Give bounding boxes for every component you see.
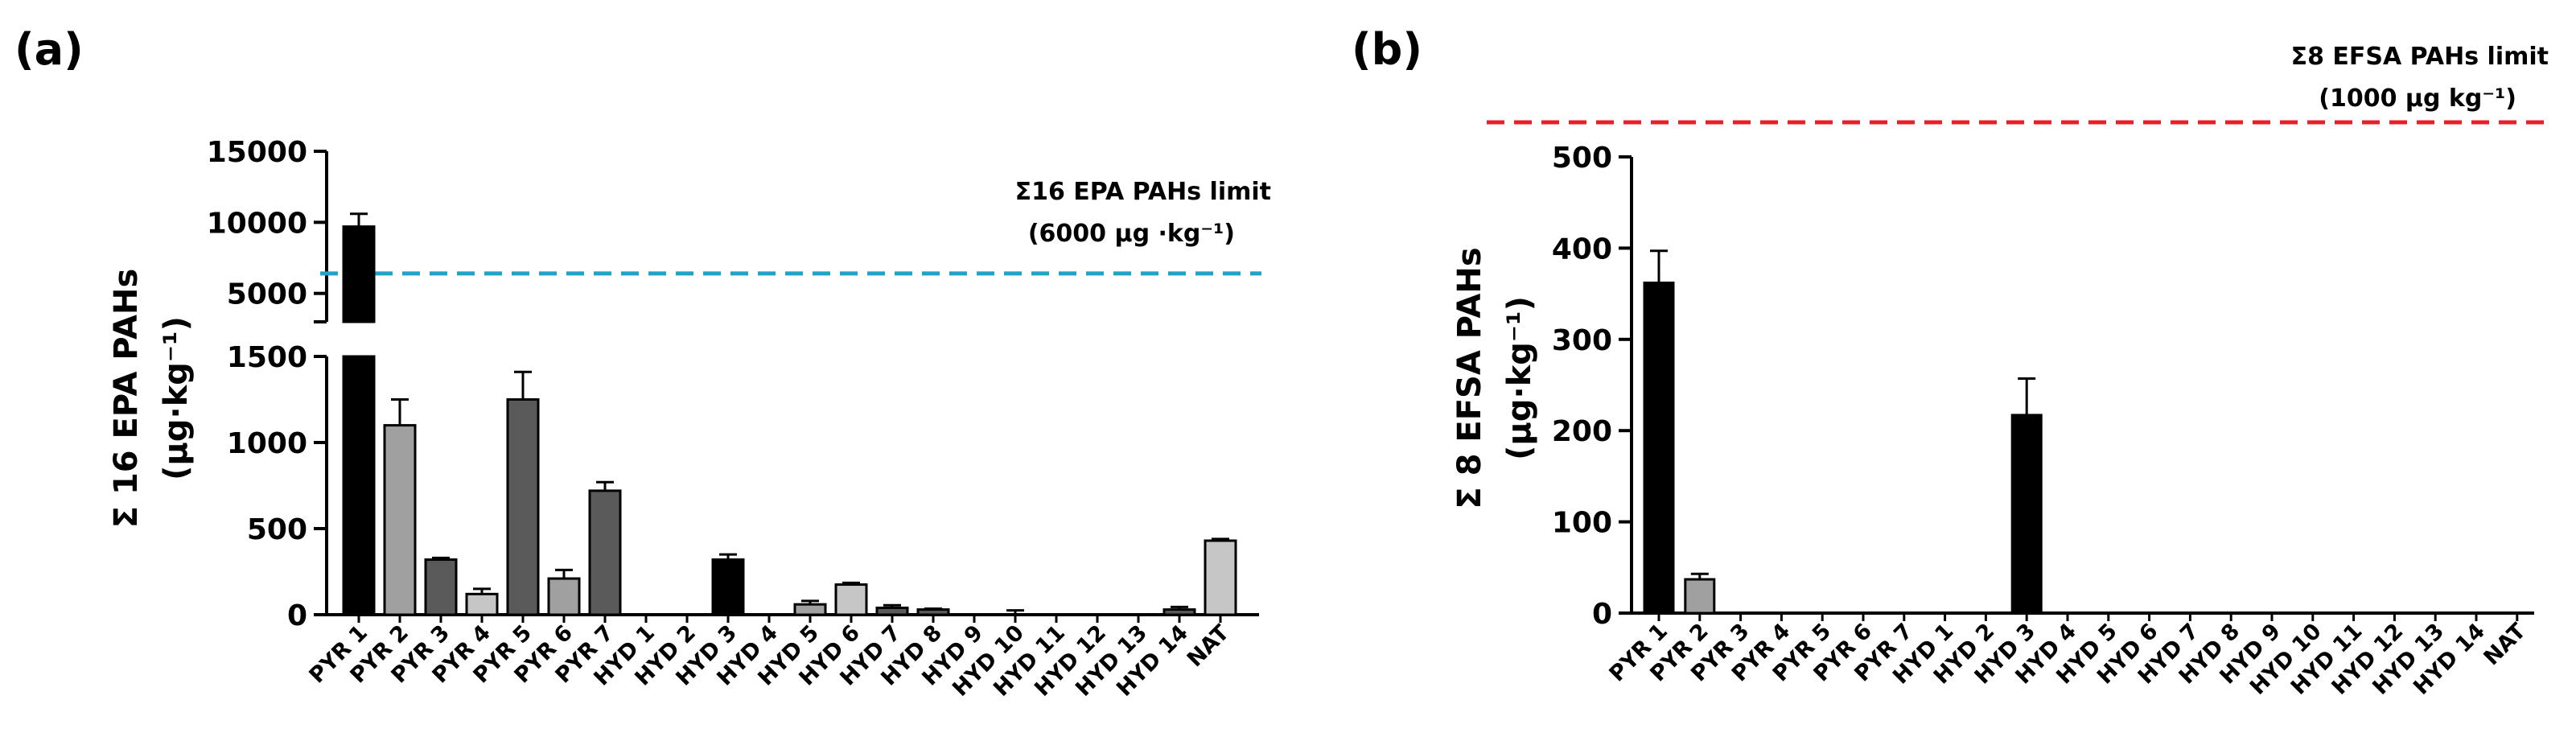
panel-a-bar-pyr-7 — [588, 489, 622, 616]
panel-a-bar-pyr-4 — [465, 592, 499, 616]
panel-a-ytick-label: 5000 — [227, 278, 307, 311]
panel-b-bar-hyd-3 — [2010, 414, 2043, 615]
panel-b-ytick-label: 0 — [1592, 598, 1612, 631]
panel-a-bar-hyd-14 — [1162, 608, 1196, 616]
panel-b-bar-pyr-2 — [1684, 578, 1716, 615]
panel-a-bar-pyr-2 — [383, 424, 417, 616]
panel-a-bar-nat — [1204, 539, 1237, 616]
panel-a-ytick-label: 500 — [247, 513, 307, 546]
panel-a-bar-hyd-7 — [875, 606, 909, 616]
panel-b-ytick-label: 500 — [1552, 142, 1612, 175]
panel-a-bar-hyd-3 — [711, 558, 745, 616]
panel-a-bar-pyr-1 — [342, 355, 376, 616]
panel-a-limit-label-line1: Σ16 EPA PAHs limit — [1015, 178, 1271, 206]
panel-b-ylabel: Σ 8 EFSA PAHs (µg·kg⁻¹) — [1451, 247, 1538, 508]
panel-a-bar-pyr-6 — [547, 577, 581, 616]
panel-a-ylabel-line1: Σ 16 EPA PAHs — [108, 269, 145, 529]
panel-a-ytick-label: 0 — [287, 599, 307, 632]
panel-b-ytick-label: 200 — [1552, 415, 1612, 448]
panel-a-ytick-label: 1500 — [227, 341, 307, 374]
panel-a-ylabel-line2: (µg·kg⁻¹) — [158, 316, 195, 480]
panel-b-ytick-label: 100 — [1552, 507, 1612, 540]
panel-a-bar-hyd-6 — [834, 583, 868, 616]
panel-b-ytick-label: 400 — [1552, 233, 1612, 266]
panel-a-ytick-label: 10000 — [207, 207, 307, 240]
panel-b-label: (b) — [1352, 24, 1422, 75]
panel-b-ylabel-line2: (µg·kg⁻¹) — [1501, 296, 1538, 460]
panel-a-label: (a) — [14, 24, 84, 75]
panel-b-ytick-label: 300 — [1552, 324, 1612, 357]
panel-a-ytick-label: 1000 — [227, 427, 307, 460]
panel-a-ytick-label: 15000 — [207, 136, 307, 169]
panel-a-ylabel: Σ 16 EPA PAHs (µg·kg⁻¹) — [108, 269, 195, 529]
panel-a-bar-pyr-3 — [424, 558, 458, 616]
panel-b-bar-pyr-1 — [1643, 281, 1675, 615]
panel-b-ylabel-line1: Σ 8 EFSA PAHs — [1451, 247, 1488, 508]
panel-a-bar-pyr-1-upper — [342, 225, 376, 323]
panel-a-bar-hyd-8 — [916, 608, 950, 616]
panel-b-xtick-label-nat: NAT — [2479, 619, 2532, 671]
panel-b-limit-label-line1: Σ8 EFSA PAHs limit — [2291, 43, 2549, 71]
panel-b-limit-label-line2: (1000 µg kg⁻¹) — [2319, 84, 2516, 113]
panel-a-bar-pyr-5 — [506, 398, 540, 616]
panel-a-xtick-label-nat: NAT — [1183, 620, 1235, 673]
panel-a-limit-label-line2: (6000 µg ·kg⁻¹) — [1028, 220, 1235, 248]
panel-a-bar-hyd-5 — [793, 603, 827, 616]
